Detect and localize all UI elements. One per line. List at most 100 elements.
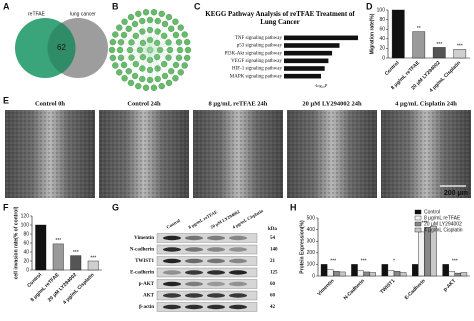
network-node — [121, 75, 128, 82]
bar — [70, 255, 82, 271]
network-node — [109, 38, 116, 46]
network-edge — [138, 13, 151, 51]
blot-row-label: β-actin — [139, 305, 154, 310]
network-edge — [119, 27, 151, 51]
significance-label: *** — [452, 259, 458, 265]
blot-strip — [156, 279, 258, 289]
network-node — [150, 84, 158, 91]
network-edge — [149, 49, 185, 66]
venn-label: reTFAE — [28, 11, 46, 17]
network-edge — [149, 20, 158, 51]
panel-letter: D — [366, 1, 373, 11]
y-tick-label: 120 — [21, 213, 30, 219]
network-node — [112, 31, 119, 38]
blot-band — [185, 281, 203, 287]
network-edge — [149, 21, 176, 51]
legend-swatch — [414, 209, 422, 215]
network-edge — [138, 49, 151, 87]
microscopy-texture — [381, 110, 471, 198]
blot-strip — [156, 233, 258, 243]
network-node — [127, 79, 135, 87]
network-node — [142, 9, 150, 16]
bar — [363, 271, 370, 277]
blot-kda: 60 — [270, 282, 276, 287]
network — [108, 9, 192, 91]
network-node — [125, 25, 132, 32]
y-tick-label: 60 — [379, 27, 385, 33]
legend-label: 20 μM LY294002 — [424, 221, 462, 227]
blot-band — [185, 258, 203, 264]
microscopy-texture — [99, 110, 189, 198]
significance-label: *** — [436, 42, 442, 48]
network-edge — [149, 49, 180, 58]
venn-overlap — [47, 22, 76, 74]
significance-label: *** — [421, 220, 427, 226]
network-edge — [112, 49, 151, 58]
network-edge — [149, 17, 170, 51]
network-node — [120, 31, 128, 39]
network-edge — [142, 20, 151, 51]
panel-letter: C — [194, 1, 201, 11]
y-tick-label: 100 — [377, 7, 386, 13]
network-edge — [149, 27, 181, 51]
y-tick-label: MAPK signaling pathway — [230, 74, 283, 79]
network-edge — [149, 49, 170, 83]
network-edge — [149, 49, 158, 69]
blot-band — [207, 247, 225, 252]
network-edge — [149, 42, 188, 51]
y-tick-label: VEGF signaling pathway — [231, 59, 282, 64]
significance-label: *** — [330, 259, 336, 265]
network-node — [146, 16, 154, 24]
y-tick-label: 0 — [382, 55, 385, 61]
venn-label: lung cancer — [70, 11, 96, 17]
network-edge — [149, 28, 172, 51]
blot-kda: 60 — [270, 294, 276, 299]
y-tick-label: 40 — [23, 249, 29, 255]
blot-band — [163, 235, 181, 241]
blot-kda: 42 — [270, 305, 276, 310]
network-node — [154, 75, 161, 83]
network-edge — [128, 28, 151, 51]
significance-label: *** — [55, 238, 61, 244]
network-edge — [149, 49, 181, 73]
y-tick-label: 20 — [379, 46, 385, 52]
legend-swatch — [414, 221, 422, 227]
y-tick-label: PI3K-Akt signaling pathway — [225, 51, 283, 56]
blot-unit-header: kDa — [268, 227, 277, 232]
bar — [351, 264, 358, 277]
network-node — [139, 17, 146, 25]
legend-label: Control — [424, 209, 440, 215]
blot-band — [207, 270, 225, 275]
blot-band — [229, 270, 247, 275]
significance-label: ** — [417, 26, 421, 32]
y-tick-label: 100 — [21, 222, 30, 228]
x-tick-label: N-Cadherin — [343, 278, 366, 301]
network-node — [168, 68, 175, 75]
blot-band — [185, 304, 203, 310]
network-node — [172, 18, 179, 25]
bar — [35, 224, 47, 271]
bar — [284, 58, 329, 64]
blot-band — [185, 293, 203, 298]
chart-title: KEGG Pathway Analysis of reTFAE Treatmen… — [205, 10, 355, 26]
network-node — [142, 84, 150, 91]
network-node — [168, 25, 175, 32]
network-node — [139, 75, 146, 83]
network-node — [146, 76, 154, 84]
legend-swatch — [414, 227, 422, 233]
network-node — [116, 24, 123, 31]
bar — [284, 73, 321, 79]
network-edge — [142, 49, 151, 80]
panel-letter: H — [290, 202, 297, 212]
bar — [460, 272, 468, 277]
bar — [284, 66, 325, 71]
y-tick-label: 200 — [307, 250, 316, 256]
network-edge — [119, 49, 151, 73]
y-tick-label: 80 — [23, 231, 29, 237]
network-node — [165, 13, 173, 21]
microscopy-texture — [287, 110, 377, 198]
panel-letter: B — [112, 1, 119, 11]
y-tick-label: 500 — [307, 215, 316, 221]
bar — [432, 47, 446, 59]
